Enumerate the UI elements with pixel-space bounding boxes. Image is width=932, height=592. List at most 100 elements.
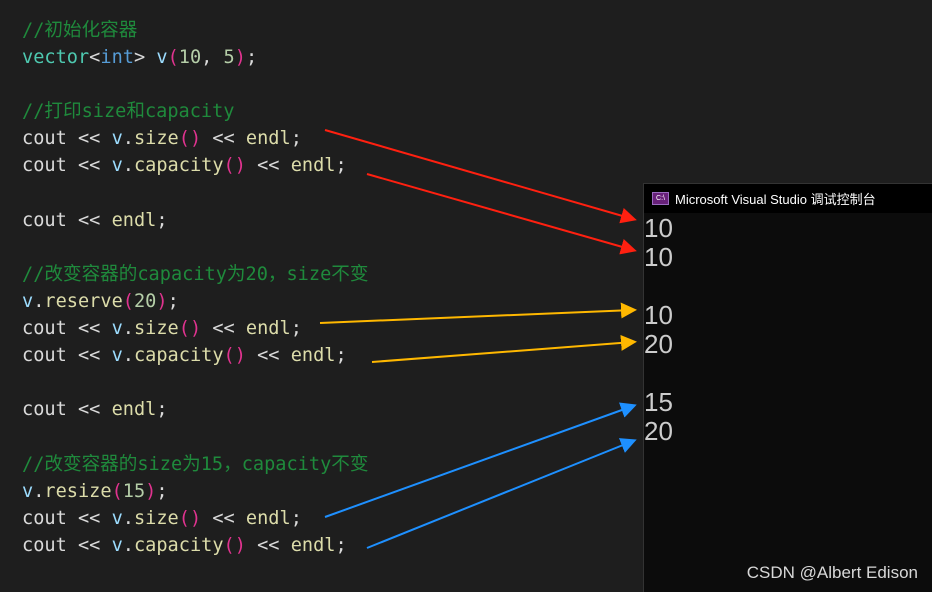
code-token-plain: ;	[290, 128, 302, 150]
debug-console-window: C:\ Microsoft Visual Studio 调试控制台 10 10 10…	[643, 183, 932, 592]
console-title-bar[interactable]: C:\ Microsoft Visual Studio 调试控制台	[644, 184, 932, 213]
code-token-plain: .	[122, 345, 134, 367]
code-token-func: endl	[245, 128, 291, 150]
code-line[interactable]: cout << endl;	[22, 207, 368, 234]
code-line[interactable]: cout << v.capacity() << endl;	[22, 532, 368, 559]
code-token-func: size	[133, 318, 179, 340]
code-token-func: endl	[290, 155, 336, 177]
code-token-type: vector	[22, 47, 90, 69]
code-token-func: capacity	[133, 155, 224, 177]
code-token-plain: cout <<	[22, 318, 112, 340]
code-line[interactable]: //初始化容器	[22, 17, 368, 44]
code-token-paren: ()	[178, 318, 202, 340]
code-token-func: endl	[245, 507, 291, 529]
code-token-func: endl	[290, 534, 336, 556]
code-token-var: v	[111, 128, 123, 150]
code-token-plain: cout <<	[22, 399, 112, 421]
code-token-plain: ;	[290, 507, 302, 529]
red-arrow-size	[324, 129, 637, 224]
code-token-comment: //改变容器的capacity为20，size不变	[22, 263, 369, 285]
console-output-line: 20	[644, 329, 673, 359]
code-token-plain: <<	[245, 155, 291, 177]
code-token-paren: )	[234, 47, 246, 69]
code-token-number: 5	[223, 47, 235, 69]
code-line[interactable]: v.reserve(20);	[22, 288, 368, 315]
code-token-paren: ()	[178, 507, 202, 529]
code-token-func: capacity	[133, 345, 224, 367]
code-line[interactable]: cout << v.capacity() << endl;	[22, 342, 368, 369]
code-token-number: 20	[133, 290, 157, 312]
code-token-plain: <<	[201, 507, 246, 529]
code-token-paren: ()	[223, 534, 246, 556]
code-token-plain: cout <<	[22, 345, 112, 367]
code-token-plain: ;	[290, 318, 302, 340]
code-token-func: size	[133, 128, 179, 150]
code-token-var: v	[111, 345, 123, 367]
code-token-plain: ;	[245, 47, 258, 69]
code-token-paren: ()	[178, 128, 202, 150]
code-token-comment: //初始化容器	[22, 20, 138, 41]
code-token-plain: >	[133, 47, 157, 69]
code-token-func: endl	[290, 345, 336, 367]
code-line[interactable]: //打印size和capacity	[22, 98, 368, 125]
code-token-plain: cout <<	[22, 128, 112, 150]
code-token-var: v	[22, 480, 34, 502]
code-token-plain: cout <<	[22, 209, 112, 231]
code-token-paren: (	[122, 290, 134, 312]
console-output-line: 10	[644, 242, 673, 272]
code-line[interactable]: cout << v.size() << endl;	[22, 125, 368, 152]
code-line[interactable]: cout << v.size() << endl;	[22, 505, 368, 532]
yellow-arrow-capacity	[371, 334, 637, 363]
code-line[interactable]: v.resize(15);	[22, 478, 368, 505]
code-token-var: v	[156, 47, 168, 69]
code-token-plain: <<	[201, 128, 246, 150]
code-editor[interactable]: //初始化容器 vector<int> v(10, 5);//打印size和cap…	[22, 17, 368, 559]
code-token-plain: ;	[335, 534, 347, 556]
console-output-line: 10	[644, 213, 673, 243]
code-line[interactable]: cout << v.capacity() << endl;	[22, 152, 368, 179]
code-token-plain: <	[89, 47, 101, 69]
code-token-plain: ;	[156, 480, 168, 502]
code-token-var: v	[111, 155, 123, 177]
code-token-number: 10	[178, 47, 202, 69]
yellow-arrow-size	[319, 302, 637, 324]
code-token-plain: .	[122, 318, 134, 340]
code-token-plain: .	[122, 534, 134, 556]
code-token-plain: .	[122, 128, 134, 150]
code-token-paren: ()	[223, 155, 246, 177]
code-line[interactable]: vector<int> v(10, 5);	[22, 44, 368, 71]
code-token-paren: )	[145, 480, 157, 502]
code-token-plain: <<	[245, 534, 291, 556]
code-token-plain: .	[33, 480, 45, 502]
code-token-var: v	[111, 318, 123, 340]
code-line[interactable]: cout << v.size() << endl;	[22, 315, 368, 342]
code-token-paren: (	[111, 480, 123, 502]
code-token-func: size	[133, 507, 179, 529]
code-line[interactable]: //改变容器的size为15，capacity不变	[22, 451, 368, 478]
code-token-plain: ;	[156, 399, 168, 421]
code-token-plain: .	[122, 507, 134, 529]
code-token-func: endl	[111, 399, 157, 421]
code-token-func: endl	[111, 209, 157, 231]
code-token-plain: ;	[335, 155, 347, 177]
code-token-plain: cout <<	[22, 507, 112, 529]
console-output: 10 10 10 20 15 20	[644, 213, 932, 446]
visual-studio-console-icon: C:\	[652, 192, 669, 205]
code-token-paren: )	[156, 290, 168, 312]
code-token-plain: ,	[201, 47, 224, 69]
code-token-comment: //打印size和capacity	[22, 101, 235, 123]
code-line[interactable]: //改变容器的capacity为20，size不变	[22, 261, 368, 288]
code-token-keyword: int	[100, 47, 134, 69]
console-output-line: 10	[644, 300, 673, 330]
blue-arrow-size	[324, 402, 637, 518]
code-token-plain: cout <<	[22, 534, 112, 556]
code-line[interactable]: cout << endl;	[22, 396, 368, 423]
code-token-plain: ;	[335, 345, 347, 367]
red-arrow-capacity	[366, 173, 637, 255]
code-token-plain: cout <<	[22, 155, 112, 177]
code-token-comment: //改变容器的size为15，capacity不变	[22, 453, 369, 475]
code-token-var: v	[111, 534, 123, 556]
code-token-func: resize	[44, 480, 112, 502]
code-token-func: endl	[245, 318, 291, 340]
